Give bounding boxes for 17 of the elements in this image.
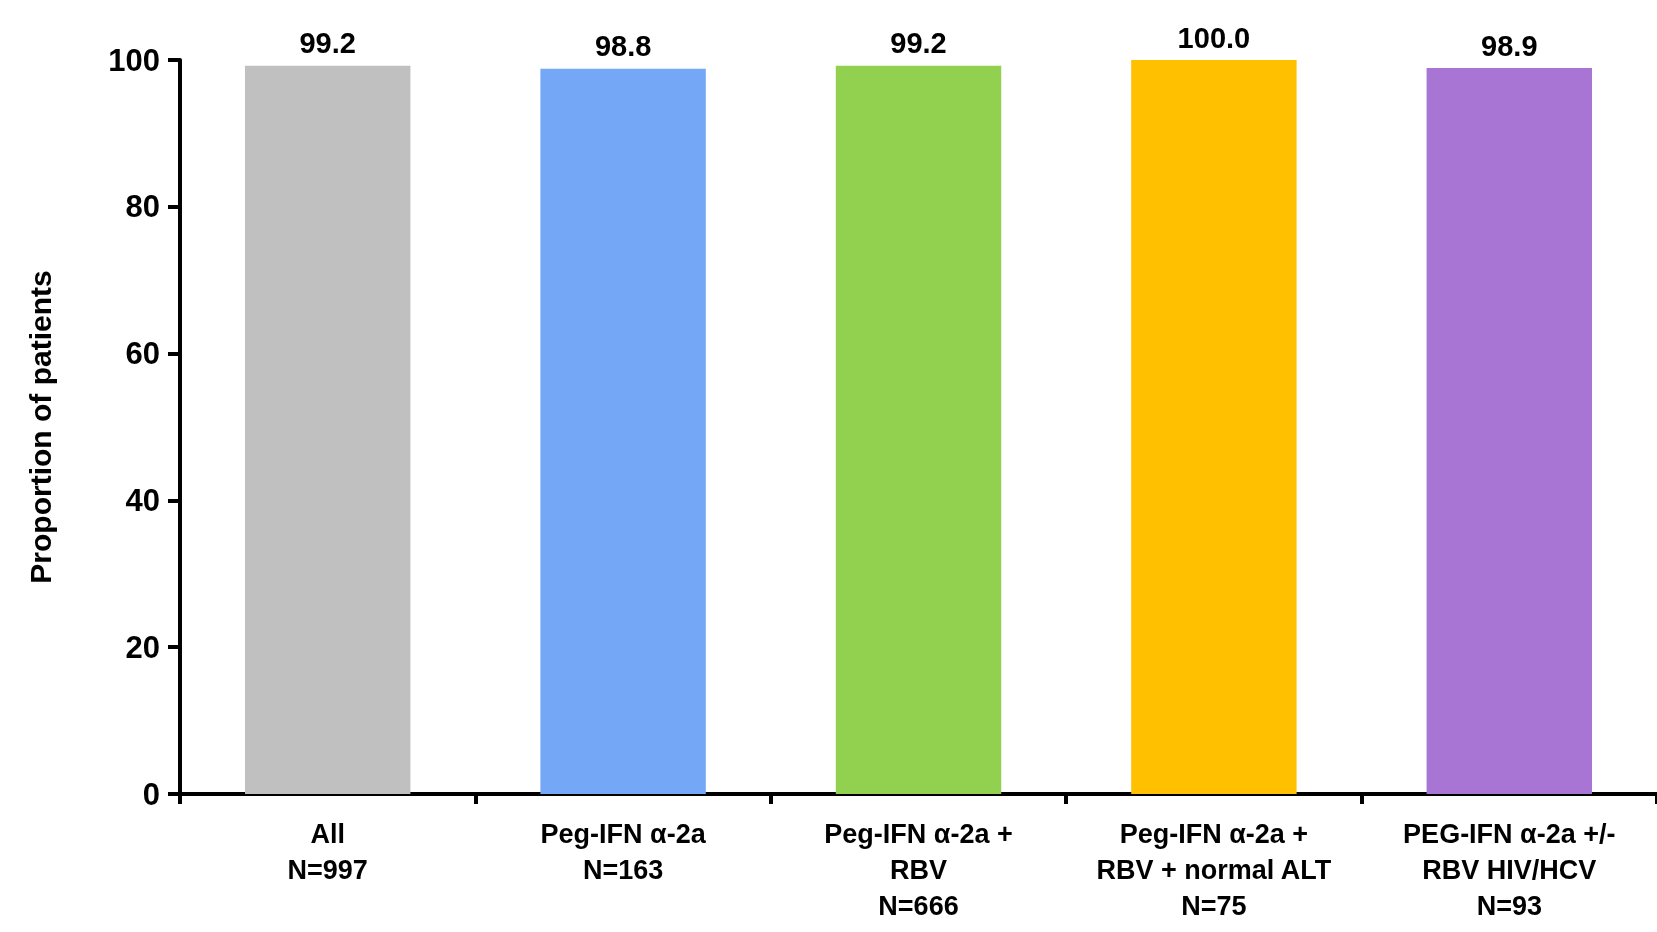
x-tick-label: Peg-IFN α-2a + RBV N=666: [824, 819, 1013, 921]
x-tick-label: PEG-IFN α-2a +/- RBV HIV/HCV N=93: [1403, 819, 1616, 921]
data-label: 98.9: [1481, 29, 1538, 62]
y-tick-label: 100: [108, 42, 160, 78]
data-label: 99.2: [890, 27, 947, 60]
y-tick-label: 0: [142, 776, 160, 812]
data-label: 99.2: [299, 27, 356, 60]
y-tick-label: 80: [125, 189, 160, 225]
y-tick-label: 60: [125, 336, 160, 372]
x-tick-label: All N=997: [287, 819, 368, 885]
data-label: 100.0: [1177, 21, 1251, 54]
y-axis-title: Proportion of patients: [23, 270, 57, 584]
y-tick-label: 40: [125, 482, 160, 518]
y-tick-label: 20: [125, 629, 160, 665]
data-label: 98.8: [594, 30, 652, 63]
x-tick-label: Peg-IFN α-2a N=163: [540, 819, 707, 885]
x-tick-label: Peg-IFN α-2a + RBV + normal ALT N=75: [1096, 819, 1332, 921]
